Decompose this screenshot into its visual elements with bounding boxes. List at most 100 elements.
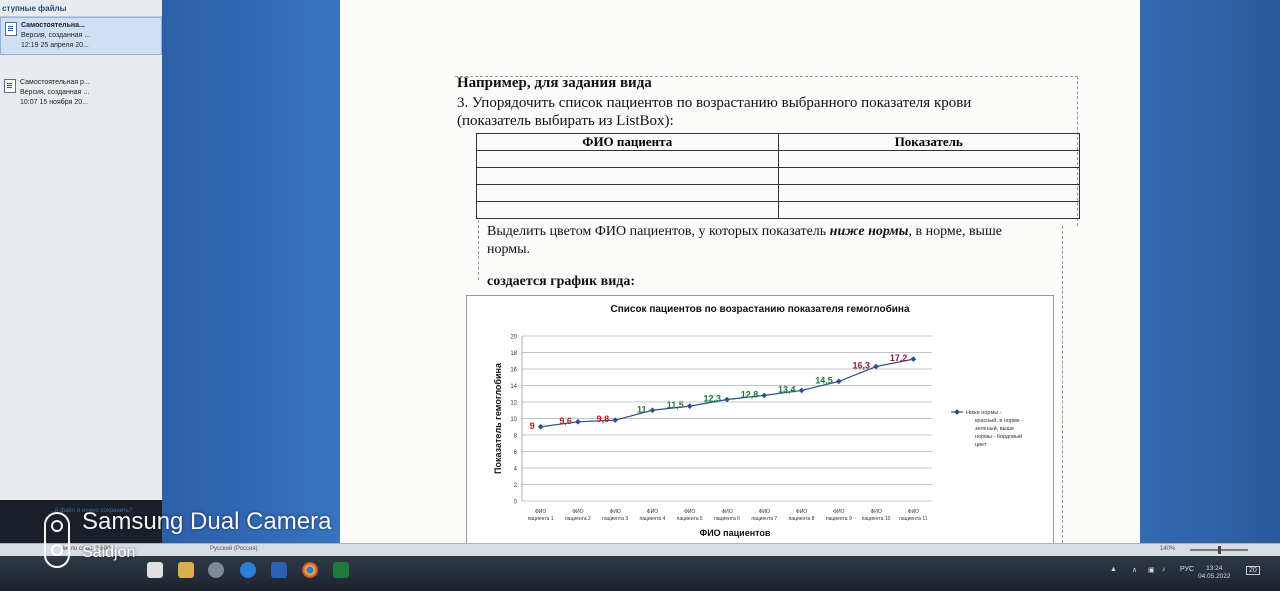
legend-text: цвет [975,442,987,448]
recovered-file-title: Самостоятельная р... [20,79,90,86]
table-cell [476,201,779,219]
media-player-icon[interactable] [208,562,224,578]
x-tick-label: пациента 8 [789,516,815,522]
notifications-icon[interactable]: 20 [1246,566,1260,575]
legend-text: Ниже нормы - [966,410,1002,416]
x-tick-label: пациента 1 [528,516,554,522]
table-header-row: ФИО пациента Показатель [476,133,1080,151]
data-label: 9 [530,421,535,431]
chrome-icon[interactable] [302,562,318,578]
clock-time: 13:24 [1206,565,1223,572]
legend-text: красный, в норме - [975,417,1023,424]
y-tick-label: 8 [514,434,518,440]
x-tick-label: ФИО [610,509,621,515]
data-label: 9,6 [559,416,572,426]
recovered-file-date: 10:07 15 ноября 20... [20,99,88,106]
text-boundary-guide [1062,226,1063,548]
data-point [649,407,656,414]
task-text-line: (показатель выбирать из ListBox): [457,113,674,129]
system-clock[interactable]: 13:24 04.05.2022 [1198,565,1231,581]
x-axis-label: ФИО пациентов [700,528,771,538]
x-tick-label: пациента 2 [565,516,591,522]
table-row [476,150,1080,168]
status-bar: Число слов: 2 800 Русский (Россия) 140% [0,543,1280,557]
patients-table: ФИО пациента Показатель [476,133,1080,219]
network-icon[interactable]: ▣ [1148,567,1155,574]
x-tick-label: ФИО [535,509,546,515]
data-point [873,363,879,370]
x-tick-label: пациента 10 [862,516,891,522]
data-label: 16,3 [853,361,871,371]
chevron-up-icon[interactable]: ∧ [1132,567,1138,574]
recovered-file-version: Версия, созданная ... [20,89,90,96]
table-header-value: Показатель [777,133,1080,151]
table-row [476,184,1080,202]
zoom-level[interactable]: 140% [1160,546,1176,552]
people-icon[interactable]: ▲ [1110,566,1117,573]
word-icon[interactable] [271,562,287,578]
legend-text: зеленый, выше [975,425,1014,432]
data-label: 11 [637,404,647,414]
x-tick-label: ФИО [833,509,844,515]
legend-text: нормы - бордовый [975,433,1022,440]
table-row [476,201,1080,219]
hemoglobin-chart: Список пациентов по возрастанию показате… [493,303,1023,538]
table-row [476,167,1080,185]
x-tick-label: пациента 4 [640,516,666,522]
table-cell [777,184,1080,202]
table-cell [777,150,1080,168]
data-point [537,423,544,430]
y-tick-label: 12 [510,401,517,407]
y-tick-label: 6 [514,450,518,456]
recovered-file-item[interactable]: Самостоятельна... Версия, созданная ... … [0,17,162,55]
taskbar: ▲ ∧ ▣ ♪ РУС 13:24 04.05.2022 20 [0,556,1280,591]
table-cell [777,201,1080,219]
shopping-bag-icon[interactable] [147,562,163,578]
y-tick-label: 16 [510,368,517,374]
zoom-slider-handle[interactable] [1218,546,1221,554]
x-tick-label: ФИО [759,509,770,515]
language-indicator[interactable]: Русский (Россия) [210,546,258,552]
data-label: 12,3 [703,394,721,404]
excel-icon[interactable] [333,562,349,578]
x-tick-label: пациента 3 [602,516,628,522]
word-count[interactable]: Число слов: 2 800 [60,546,111,552]
watermark-subtitle: Saidjon [82,544,136,561]
y-tick-label: 10 [510,417,517,423]
volume-icon[interactable]: ♪ [1162,566,1166,573]
table-header-name: ФИО пациента [476,133,779,151]
recovered-file-item[interactable]: Самостоятельная р... Версия, созданная .… [0,75,162,111]
keyboard-language[interactable]: РУС [1180,566,1195,573]
y-tick-label: 0 [514,500,518,506]
data-point [910,356,917,362]
x-tick-label: ФИО [647,509,658,515]
edge-browser-icon[interactable] [240,562,256,578]
x-tick-label: пациента 5 [677,516,703,522]
document-recovery-panel: ступные файлы Самостоятельна... Версия, … [0,0,163,500]
x-tick-label: ФИО [908,509,919,515]
table-cell [476,167,779,185]
legend-marker [954,409,960,415]
table-cell [476,150,779,168]
y-tick-label: 4 [514,467,518,473]
x-tick-label: пациента 7 [751,516,777,522]
example-heading: Например, для задания вида [457,75,652,91]
x-tick-label: пациента 6 [714,516,740,522]
word-document-icon [4,79,16,93]
data-point [761,392,768,399]
dual-camera-icon [44,512,70,568]
task-text-line: 3. Упорядочить список пациентов по возра… [457,95,972,111]
data-point [686,403,693,409]
chart-title: Список пациентов по возрастанию показате… [610,303,909,315]
highlight-instruction-line: Выделить цветом ФИО пациентов, у которых… [487,224,1002,240]
chart-frame[interactable]: Список пациентов по возрастанию показате… [466,295,1054,550]
data-label: 13,4 [778,384,796,394]
y-tick-label: 18 [510,351,517,357]
text-boundary-guide [455,76,1078,77]
which-file-to-save-link[interactable]: ...й файл я нужно сохранить? [50,508,133,514]
folder-icon[interactable] [178,562,194,578]
recovery-panel-heading: ступные файлы [0,0,162,17]
data-label: 17,2 [890,353,908,363]
recovered-file-version: Версия, созданная ... [21,32,91,39]
table-cell [476,184,779,202]
